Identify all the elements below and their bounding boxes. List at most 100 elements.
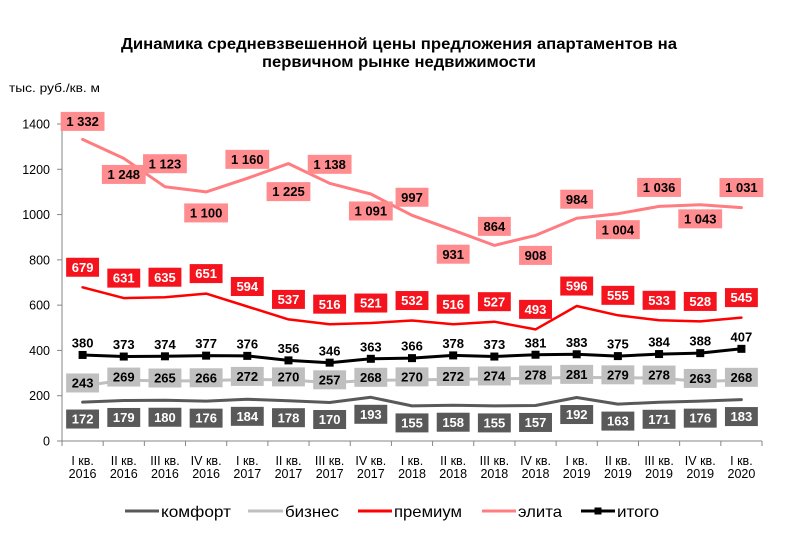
data-label-komfort: 178	[272, 408, 305, 428]
data-label-elita: 864	[477, 216, 511, 236]
data-label-text: 864	[484, 219, 506, 234]
data-label-biznes: 281	[560, 364, 594, 384]
data-label-text: 172	[72, 412, 94, 427]
data-label-text: 180	[154, 410, 176, 425]
data-label-text: 263	[689, 371, 711, 386]
data-label-komfort: 192	[560, 405, 594, 425]
data-label-text: 1 332	[66, 114, 99, 129]
data-label-box	[683, 291, 717, 311]
data-label-box	[66, 409, 100, 429]
data-marker-itogo	[696, 349, 705, 358]
x-tick-label-quarter: II кв.	[440, 454, 466, 468]
x-tick-label-year: 2019	[604, 467, 632, 481]
data-label-text: 376	[236, 336, 258, 351]
data-label-box	[477, 413, 511, 433]
data-label-text: 171	[648, 412, 670, 427]
data-label-box	[225, 149, 270, 169]
data-label-text: 278	[525, 368, 547, 383]
y-tick-label: 1200	[22, 163, 50, 177]
data-label-text: 997	[401, 190, 423, 205]
x-tick-label: III кв.2019	[644, 454, 673, 481]
data-label-text: 176	[689, 411, 711, 426]
data-label-box	[395, 413, 429, 433]
data-label-premium: 651	[189, 264, 223, 284]
data-marker-itogo	[243, 351, 252, 360]
data-label-premium: 545	[724, 288, 758, 308]
data-label-box	[313, 294, 347, 314]
data-label-komfort: 163	[601, 411, 635, 431]
x-tick-label-quarter: I кв.	[730, 454, 753, 468]
data-label-box	[724, 288, 758, 308]
data-label-text: 545	[731, 290, 753, 305]
data-label-biznes: 278	[642, 365, 676, 385]
data-label-komfort: 180	[148, 407, 182, 427]
data-label-text: 532	[401, 293, 423, 308]
data-label-biznes: 268	[354, 367, 388, 387]
y-tick-label: 400	[29, 344, 50, 358]
data-label-box	[266, 182, 311, 202]
chart-title-line-2: первичном рынке недвижимости	[262, 54, 536, 71]
x-tick-label: II кв.2016	[110, 454, 138, 481]
data-label-box	[519, 365, 552, 385]
data-label-itogo: 381	[525, 335, 547, 350]
data-label-text: 537	[278, 292, 300, 307]
data-label-box	[101, 164, 146, 184]
x-tick-label: I кв.2017	[233, 454, 261, 481]
data-label-text: 1 031	[725, 180, 758, 195]
data-label-premium: 527	[477, 292, 511, 312]
data-label-premium: 635	[148, 267, 182, 287]
data-marker-itogo	[119, 352, 128, 361]
data-label-itogo: 378	[442, 336, 464, 351]
data-label-elita: 1 004	[595, 220, 640, 240]
y-tick-label: 1400	[22, 118, 50, 132]
data-marker-itogo	[366, 354, 375, 363]
x-tick-label-year: 2016	[151, 467, 179, 481]
data-label-box	[601, 411, 635, 431]
data-label-box	[436, 294, 470, 314]
data-label-box	[107, 407, 141, 427]
data-marker-itogo	[284, 356, 293, 365]
x-tick-label-quarter: III кв.	[644, 454, 673, 468]
data-label-text: 596	[566, 279, 588, 294]
data-label-text: 279	[607, 367, 629, 382]
data-label-biznes: 279	[601, 365, 635, 385]
y-tick-label: 600	[29, 299, 50, 313]
data-label-biznes: 272	[230, 366, 264, 386]
data-label-text: 984	[566, 192, 588, 207]
data-label-text: 378	[442, 336, 464, 351]
data-label-itogo: 383	[566, 335, 588, 350]
data-label-text: 193	[360, 407, 382, 422]
data-label-text: 272	[236, 369, 258, 384]
data-label-elita: 1 248	[101, 164, 146, 184]
x-tick-label-year: 2017	[357, 467, 385, 481]
data-marker-itogo	[490, 352, 499, 361]
x-tick-label: III кв.2017	[315, 454, 344, 481]
legend-item-premium: премиум	[358, 504, 462, 521]
data-label-text: 257	[319, 372, 341, 387]
data-label-text: 594	[236, 279, 258, 294]
data-label-text: 176	[195, 411, 217, 426]
data-label-text: 375	[607, 337, 629, 352]
data-label-elita: 984	[560, 189, 594, 209]
data-label-itogo: 377	[195, 336, 217, 351]
data-label-box	[477, 366, 511, 386]
y-tick-label: 200	[29, 389, 50, 403]
x-tick-label-year: 2017	[233, 467, 261, 481]
data-label-box	[313, 410, 347, 430]
data-label-komfort: 155	[395, 413, 429, 433]
data-label-box	[189, 368, 223, 388]
data-label-itogo: 380	[72, 336, 94, 351]
data-label-text: 533	[648, 293, 670, 308]
data-label-text: 521	[360, 296, 382, 311]
data-label-text: 374	[154, 337, 176, 352]
legend-label: бизнес	[285, 504, 339, 521]
data-label-komfort: 155	[477, 413, 511, 433]
data-label-premium: 516	[313, 294, 347, 314]
data-label-text: 184	[236, 409, 258, 424]
x-tick-label-quarter: IV кв.	[520, 454, 551, 468]
data-label-box	[642, 365, 676, 385]
data-label-box	[637, 177, 681, 197]
data-label-biznes: 274	[477, 366, 511, 386]
data-label-box	[354, 367, 388, 387]
x-tick-label-year: 2019	[645, 467, 673, 481]
